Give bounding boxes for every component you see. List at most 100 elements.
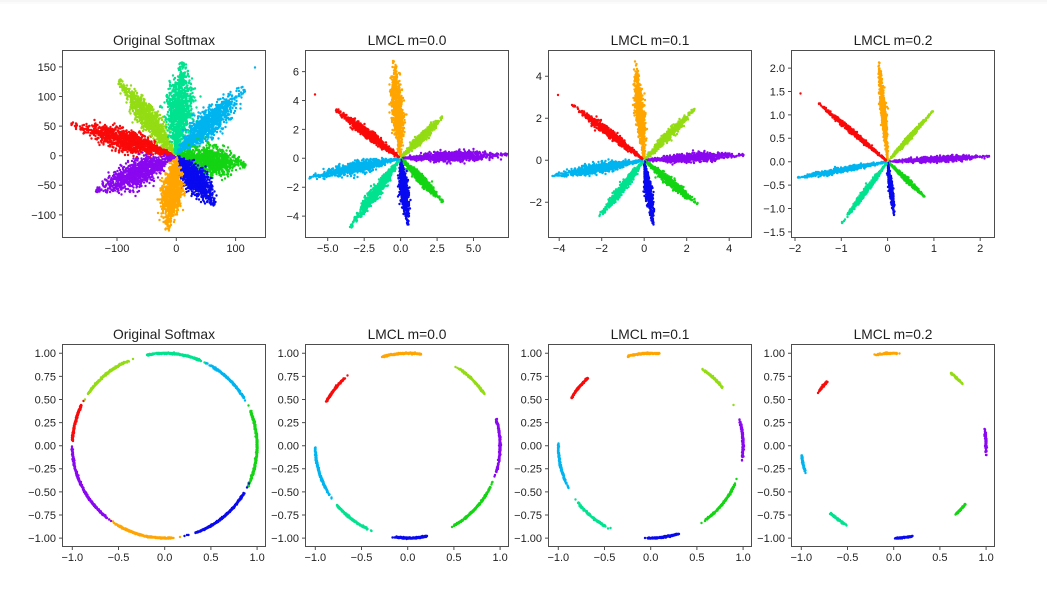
- svg-text:2: 2: [536, 113, 542, 125]
- svg-text:0.0: 0.0: [157, 552, 172, 564]
- svg-text:0.25: 0.25: [521, 418, 542, 430]
- svg-text:1.00: 1.00: [35, 348, 56, 360]
- svg-text:0.5: 0.5: [203, 552, 218, 564]
- svg-text:0.50: 0.50: [521, 394, 542, 406]
- svg-text:0.00: 0.00: [35, 441, 56, 453]
- svg-text:LMCL m=0.1: LMCL m=0.1: [611, 33, 690, 48]
- svg-text:−0.25: −0.25: [28, 464, 56, 476]
- svg-text:1.0: 1.0: [249, 552, 264, 564]
- svg-text:Original Softmax: Original Softmax: [113, 327, 215, 342]
- svg-text:1.0: 1.0: [978, 552, 993, 564]
- svg-text:−0.50: −0.50: [271, 487, 299, 499]
- svg-text:0.75: 0.75: [521, 371, 542, 383]
- svg-text:−0.5: −0.5: [351, 552, 373, 564]
- svg-text:−5.0: −5.0: [317, 243, 339, 255]
- svg-text:−0.25: −0.25: [514, 464, 542, 476]
- svg-text:100: 100: [226, 243, 244, 255]
- svg-text:LMCL m=0.0: LMCL m=0.0: [368, 33, 447, 48]
- svg-text:−1.0: −1.0: [547, 552, 569, 564]
- svg-text:−50: −50: [37, 180, 56, 192]
- svg-text:0.5: 0.5: [689, 552, 704, 564]
- svg-text:−2: −2: [286, 182, 299, 194]
- svg-text:LMCL m=0.0: LMCL m=0.0: [368, 327, 447, 342]
- svg-text:0: 0: [173, 243, 179, 255]
- svg-text:0.0: 0.0: [643, 552, 658, 564]
- svg-text:2: 2: [977, 243, 983, 255]
- svg-text:0: 0: [50, 151, 56, 163]
- svg-text:−1.00: −1.00: [514, 533, 542, 545]
- svg-text:0.50: 0.50: [35, 394, 56, 406]
- svg-text:1.0: 1.0: [735, 552, 750, 564]
- svg-text:−0.75: −0.75: [28, 510, 56, 522]
- svg-text:LMCL m=0.2: LMCL m=0.2: [854, 33, 933, 48]
- svg-text:0.50: 0.50: [764, 394, 785, 406]
- svg-text:−1.0: −1.0: [790, 552, 812, 564]
- svg-text:−0.50: −0.50: [28, 487, 56, 499]
- svg-text:1.0: 1.0: [492, 552, 507, 564]
- svg-text:0.25: 0.25: [35, 418, 56, 430]
- svg-text:−0.25: −0.25: [757, 464, 785, 476]
- svg-text:0.00: 0.00: [278, 441, 299, 453]
- svg-text:−0.50: −0.50: [514, 487, 542, 499]
- svg-text:LMCL m=0.2: LMCL m=0.2: [854, 327, 933, 342]
- svg-text:−0.75: −0.75: [757, 510, 785, 522]
- svg-text:0.75: 0.75: [278, 371, 299, 383]
- svg-text:−100: −100: [105, 243, 130, 255]
- svg-text:150: 150: [38, 62, 56, 74]
- svg-text:−2: −2: [789, 243, 802, 255]
- svg-text:0.5: 0.5: [446, 552, 461, 564]
- svg-text:−2: −2: [595, 243, 608, 255]
- svg-text:4: 4: [536, 71, 542, 83]
- svg-text:1: 1: [931, 243, 937, 255]
- svg-text:−2.5: −2.5: [353, 243, 375, 255]
- svg-text:−1.0: −1.0: [61, 552, 83, 564]
- svg-text:1.5: 1.5: [770, 86, 785, 98]
- svg-text:0.0: 0.0: [393, 243, 408, 255]
- svg-text:−1.0: −1.0: [763, 203, 785, 215]
- svg-text:−2: −2: [529, 197, 542, 209]
- svg-text:2: 2: [293, 124, 299, 136]
- svg-text:1.00: 1.00: [278, 348, 299, 360]
- svg-text:1.00: 1.00: [764, 348, 785, 360]
- svg-text:−0.5: −0.5: [108, 552, 130, 564]
- svg-text:1.00: 1.00: [521, 348, 542, 360]
- svg-text:0.50: 0.50: [278, 394, 299, 406]
- svg-text:−4: −4: [286, 211, 299, 223]
- svg-text:−1.5: −1.5: [763, 227, 785, 239]
- svg-text:Original Softmax: Original Softmax: [113, 33, 215, 48]
- svg-text:0.00: 0.00: [764, 441, 785, 453]
- svg-text:2.0: 2.0: [770, 63, 785, 75]
- svg-text:−0.5: −0.5: [763, 180, 785, 192]
- svg-text:0.0: 0.0: [400, 552, 415, 564]
- svg-text:−1.00: −1.00: [757, 533, 785, 545]
- svg-text:4: 4: [293, 95, 299, 107]
- svg-text:0: 0: [293, 153, 299, 165]
- svg-text:50: 50: [44, 121, 56, 133]
- svg-text:0.00: 0.00: [521, 441, 542, 453]
- svg-text:LMCL m=0.1: LMCL m=0.1: [611, 327, 690, 342]
- svg-text:−0.25: −0.25: [271, 464, 299, 476]
- svg-text:−1: −1: [835, 243, 848, 255]
- svg-text:0.0: 0.0: [886, 552, 901, 564]
- svg-text:2.5: 2.5: [429, 243, 444, 255]
- svg-text:0: 0: [536, 155, 542, 167]
- svg-text:5.0: 5.0: [466, 243, 481, 255]
- svg-text:−0.50: −0.50: [757, 487, 785, 499]
- svg-text:0: 0: [641, 243, 647, 255]
- svg-text:6: 6: [293, 67, 299, 79]
- svg-text:0.75: 0.75: [35, 371, 56, 383]
- svg-text:−4: −4: [553, 243, 566, 255]
- svg-text:−1.00: −1.00: [271, 533, 299, 545]
- svg-text:0.75: 0.75: [764, 371, 785, 383]
- svg-text:−0.5: −0.5: [594, 552, 616, 564]
- svg-text:−1.00: −1.00: [28, 533, 56, 545]
- svg-text:0.25: 0.25: [278, 418, 299, 430]
- svg-text:0.5: 0.5: [932, 552, 947, 564]
- svg-text:1.0: 1.0: [770, 110, 785, 122]
- svg-text:0.25: 0.25: [764, 418, 785, 430]
- svg-text:−100: −100: [31, 210, 56, 222]
- svg-text:−0.75: −0.75: [514, 510, 542, 522]
- svg-text:0.5: 0.5: [770, 133, 785, 145]
- svg-text:2: 2: [684, 243, 690, 255]
- svg-text:−0.5: −0.5: [837, 552, 859, 564]
